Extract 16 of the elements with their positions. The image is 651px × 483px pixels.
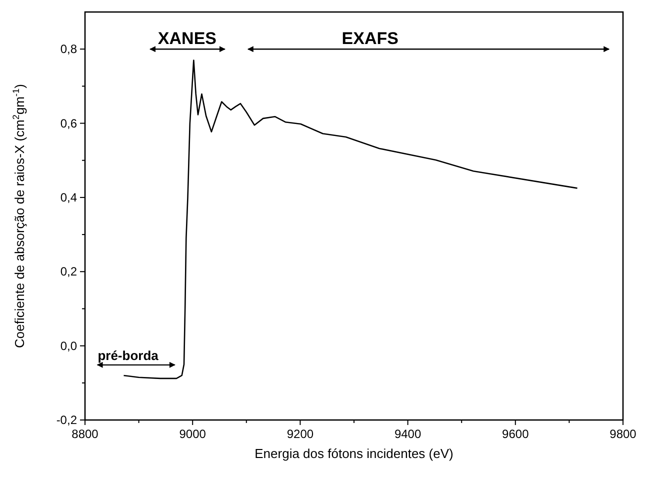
x-tick-label: 9000: [179, 427, 206, 441]
annotation: EXAFS: [342, 29, 398, 48]
y-tick-label: -0,2: [56, 413, 78, 427]
x-tick-label: 9200: [286, 427, 314, 441]
x-tick-label: 9400: [394, 427, 422, 441]
annotation: pré-borda: [98, 348, 160, 363]
y-tick-label: 0,8: [60, 42, 78, 56]
x-axis-title: Energia dos fótons incidentes (eV): [254, 446, 454, 461]
y-tick-label: 0,0: [60, 338, 78, 353]
annotation: XANES: [158, 29, 217, 48]
y-tick-label: 0,4: [60, 190, 78, 204]
y-tick-label: 0,2: [60, 264, 78, 279]
y-tick-label: 0,6: [60, 116, 78, 130]
x-tick-label: 8800: [72, 427, 99, 441]
x-tick-label: 9800: [610, 427, 637, 441]
x-tick-label: 9600: [502, 427, 530, 441]
